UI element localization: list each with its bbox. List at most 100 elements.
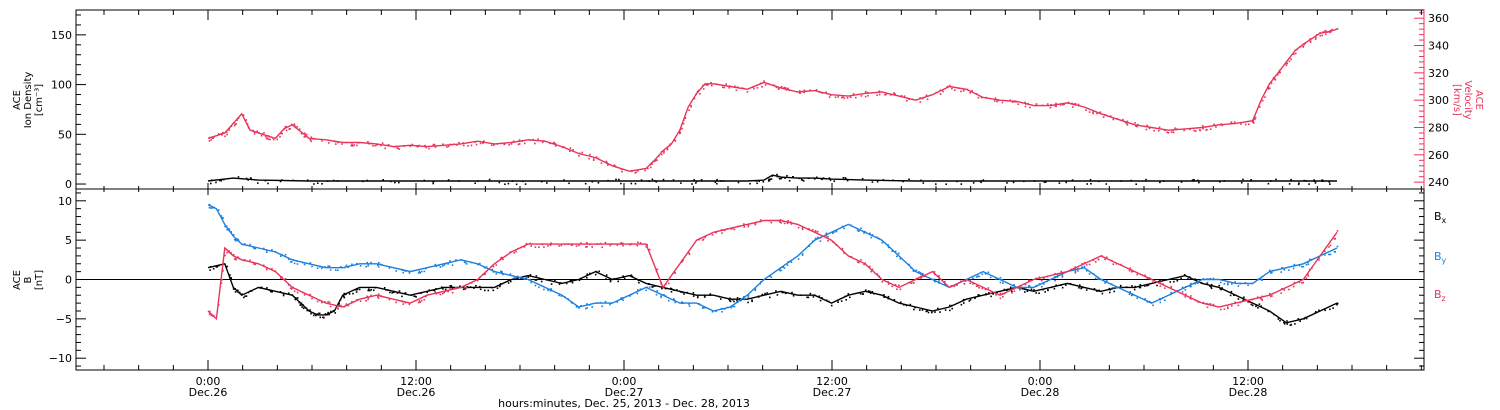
b-series-Bz-point bbox=[213, 315, 215, 317]
density-series-point bbox=[584, 182, 587, 185]
b-series-By-point bbox=[1281, 267, 1283, 269]
b-series-By-point bbox=[833, 231, 835, 234]
b-series-Bx-point bbox=[697, 295, 699, 297]
velocity-series-point bbox=[631, 170, 633, 173]
velocity-series-point bbox=[1299, 46, 1301, 48]
b-series-Bx-point bbox=[387, 289, 390, 291]
b-series-By-point bbox=[1302, 265, 1305, 268]
b-series-By-point bbox=[637, 289, 639, 291]
b-series-By-point bbox=[435, 265, 438, 267]
b-series-Bz-point bbox=[530, 245, 532, 247]
b-series-Bz-point bbox=[786, 222, 789, 225]
b-series-Bx-point bbox=[238, 291, 241, 294]
b-series-By-point bbox=[465, 263, 468, 265]
b-series-Bx-point bbox=[960, 303, 963, 306]
b-series-Bz-point bbox=[534, 246, 537, 248]
density-series-point bbox=[630, 182, 633, 185]
b-series-Bx-point bbox=[507, 282, 510, 284]
b-series-Bz-point bbox=[841, 247, 844, 250]
b-series-By-point bbox=[660, 296, 662, 299]
b-series-Bx-point bbox=[781, 291, 783, 294]
b-series-Bz-point bbox=[981, 287, 984, 290]
velocity-series-point bbox=[387, 144, 390, 146]
b-series-Bz-point bbox=[1115, 263, 1118, 265]
b-series-By-point bbox=[682, 302, 684, 304]
b-series-Bz-point bbox=[876, 273, 879, 275]
b-series-Bx-point bbox=[232, 288, 235, 290]
velocity-series-point bbox=[300, 132, 303, 135]
b-series-Bx-point bbox=[1200, 282, 1203, 284]
b-series-Bx-point bbox=[679, 291, 682, 293]
b-series-Bx-point bbox=[570, 280, 572, 283]
b-series-Bx-point bbox=[1273, 313, 1275, 316]
b-series-Bz-point bbox=[1189, 297, 1191, 299]
right-tick-label: 360 bbox=[1428, 12, 1449, 25]
b-series-Bx-point bbox=[728, 298, 730, 300]
b-series-Bx-point bbox=[1183, 274, 1186, 276]
density-series-point bbox=[1191, 179, 1194, 181]
b-series-Bx-point bbox=[696, 296, 699, 299]
velocity-series-point bbox=[669, 143, 671, 145]
b-series-Bx-point bbox=[310, 312, 312, 315]
b-series-Bx-point bbox=[757, 296, 760, 298]
b-series-Bz-point bbox=[887, 281, 889, 283]
b-series-Bx-point bbox=[968, 300, 971, 302]
x-tick-time: 0:00 bbox=[1028, 375, 1053, 388]
b-series-By-point bbox=[327, 265, 329, 267]
velocity-series-point bbox=[475, 143, 478, 146]
b-series-Bz-point bbox=[730, 228, 732, 230]
velocity-series-point bbox=[1112, 118, 1115, 121]
b-series-Bx-point bbox=[630, 274, 633, 276]
velocity-series-point bbox=[296, 125, 298, 128]
velocity-series-point bbox=[396, 147, 398, 149]
b-series-By-point bbox=[1112, 287, 1115, 289]
b-series-Bx-point bbox=[487, 289, 490, 292]
b-series-Bz-point bbox=[591, 246, 593, 248]
b-series-Bz-point bbox=[1209, 303, 1212, 305]
velocity-series-point bbox=[409, 145, 412, 147]
velocity-series-point bbox=[761, 86, 763, 88]
b-series-By-point bbox=[235, 240, 237, 242]
velocity-series-point bbox=[1035, 104, 1037, 107]
density-series-point bbox=[778, 175, 780, 178]
velocity-series-point bbox=[561, 146, 564, 149]
velocity-series-point bbox=[674, 140, 677, 142]
b-series-Bx-point bbox=[1209, 285, 1211, 287]
velocity-series-point bbox=[1109, 115, 1112, 117]
density-series-point bbox=[908, 178, 910, 181]
velocity-series-point bbox=[690, 106, 692, 108]
b-series-Bz-point bbox=[1261, 299, 1263, 301]
b-series-Bz-point bbox=[726, 228, 729, 230]
density-series-point bbox=[655, 181, 658, 183]
density-series-point bbox=[563, 179, 565, 181]
velocity-series-point bbox=[702, 84, 704, 87]
velocity-series-point bbox=[245, 119, 248, 121]
b-series-Bx-point bbox=[1050, 286, 1053, 289]
b-series-Bx-point bbox=[661, 287, 663, 290]
b-series-By-point bbox=[912, 270, 915, 272]
density-series-point bbox=[292, 179, 295, 182]
velocity-series-point bbox=[842, 96, 844, 98]
density-series-point bbox=[1065, 181, 1067, 184]
b-series-By-point bbox=[1046, 280, 1049, 283]
legend-label: B bbox=[1434, 250, 1442, 263]
b-series-Bx-point bbox=[766, 292, 768, 294]
b-series-By-point bbox=[343, 266, 346, 269]
b-series-Bx-point bbox=[990, 295, 992, 298]
velocity-series-point bbox=[613, 164, 616, 166]
b-series-By-point bbox=[1013, 284, 1015, 286]
b-series-Bz-point bbox=[461, 286, 463, 289]
b-series-Bz-point bbox=[491, 264, 494, 267]
b-series-Bx-point bbox=[1229, 294, 1232, 297]
velocity-series-point bbox=[809, 89, 811, 91]
velocity-series-point bbox=[1125, 122, 1128, 125]
velocity-series-point bbox=[432, 143, 435, 146]
velocity-series-point bbox=[1308, 39, 1311, 41]
velocity-series-point bbox=[852, 93, 855, 95]
b-series-Bz-point bbox=[351, 300, 353, 303]
b-series-By-point bbox=[1202, 278, 1205, 280]
b-series-Bz-point bbox=[999, 297, 1002, 300]
b-series-Bz-point bbox=[1159, 281, 1161, 283]
velocity-series-point bbox=[764, 84, 767, 86]
